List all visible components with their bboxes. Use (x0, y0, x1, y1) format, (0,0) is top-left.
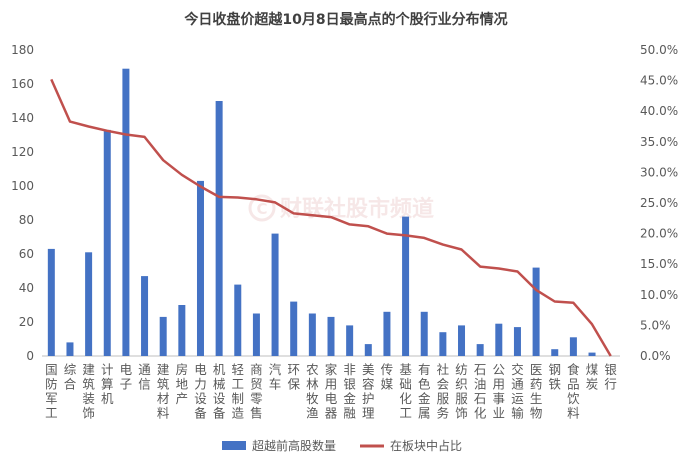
category-label: 煤炭 (586, 362, 599, 392)
category-label: 综合 (64, 362, 77, 392)
category-label: 计算机 (101, 362, 114, 406)
category-label: 家用电器 (325, 362, 338, 421)
category-label: 轻工制造 (232, 362, 245, 421)
y-left-tick-label: 180 (11, 43, 34, 57)
bar (85, 252, 93, 356)
ratio-line (50, 78, 612, 357)
bar (383, 311, 391, 356)
y-right-tick-label: 40.0% (640, 104, 678, 118)
y-right-tick-label: 30.0% (640, 165, 678, 179)
y-right-tick-label: 25.0% (640, 196, 678, 210)
bar (271, 233, 279, 356)
y-left-tick-label: 40 (19, 281, 34, 295)
category-label: 有色金属 (418, 362, 431, 421)
y-right-tick-label: 35.0% (640, 135, 678, 149)
category-label: 食品饮料 (567, 362, 580, 421)
bar (532, 267, 540, 356)
bar (308, 313, 316, 356)
category-label: 交通运输 (511, 362, 524, 421)
bar (458, 325, 466, 356)
bar (513, 327, 521, 356)
bar (495, 323, 503, 356)
category-label: 环保 (287, 362, 300, 392)
bar (47, 248, 55, 356)
category-label: 石油石化 (474, 362, 487, 421)
bar (215, 101, 223, 356)
category-label: 商贸零售 (250, 362, 263, 421)
category-label: 纺织服饰 (455, 362, 468, 421)
category-label: 农林牧渔 (306, 362, 319, 421)
category-label: 公用事业 (493, 362, 506, 421)
y-left-tick-label: 20 (19, 315, 34, 329)
category-label: 医药生物 (530, 362, 543, 421)
bar (439, 332, 447, 356)
category-label: 社会服务 (437, 362, 450, 421)
y-right-tick-label: 45.0% (640, 74, 678, 88)
bar (122, 68, 130, 356)
y-right-tick-label: 20.0% (640, 227, 678, 241)
y-right-tick-label: 5.0% (640, 318, 671, 332)
category-label: 钢铁 (548, 362, 561, 392)
bar (159, 316, 167, 356)
bar (569, 337, 577, 356)
category-label: 机械设备 (213, 362, 226, 421)
category-label: 非银金融 (343, 362, 356, 421)
legend-line-label: 在板块中占比 (390, 438, 462, 453)
y-left-tick-label: 0 (26, 349, 34, 363)
category-label: 电子 (120, 362, 133, 392)
category-label: 房地产 (176, 362, 189, 406)
bar (196, 180, 204, 356)
category-label: 美容护理 (362, 362, 375, 421)
y-left-tick-label: 160 (11, 77, 34, 91)
category-label: 基础化工 (399, 362, 412, 421)
category-label: 建筑材料 (157, 362, 170, 421)
bar (420, 311, 428, 356)
bar (290, 301, 298, 356)
line-layer (50, 78, 612, 357)
bar (252, 313, 260, 356)
y-left-tick-label: 140 (11, 111, 34, 125)
bar (346, 325, 354, 356)
category-label: 国防军工 (45, 362, 58, 421)
y-left-tick-label: 100 (11, 179, 34, 193)
category-label: 通信 (138, 362, 151, 392)
category-label: 电力设备 (194, 362, 207, 421)
chart-title: 今日收盘价超越10月8日最高点的个股行业分布情况 (183, 11, 507, 28)
bar (178, 305, 186, 356)
legend-bar-label: 超越前高股数量 (252, 438, 336, 453)
category-label: 传媒 (381, 362, 394, 392)
y-right-tick-label: 0.0% (640, 349, 671, 363)
y-right-tick-label: 10.0% (640, 288, 678, 302)
y-right-tick-label: 15.0% (640, 257, 678, 271)
bar (234, 284, 242, 356)
bar (103, 129, 111, 356)
bar (551, 349, 559, 356)
legend-bar-swatch (222, 441, 246, 450)
bars-layer (47, 68, 596, 356)
category-labels-layer: 国防军工综合建筑装饰计算机电子通信建筑材料房地产电力设备机械设备轻工制造商贸零售… (45, 362, 617, 421)
y-left-tick-label: 60 (19, 247, 34, 261)
bar (476, 344, 484, 356)
y-left-tick-label: 80 (19, 213, 34, 227)
bar (141, 276, 149, 356)
bar (66, 342, 74, 356)
category-label: 银行 (604, 362, 617, 392)
watermark-text: 财联社股市频道 (280, 196, 434, 222)
bar (588, 352, 596, 356)
bar (402, 216, 410, 356)
y-left-tick-label: 120 (11, 145, 34, 159)
category-label: 建筑装饰 (82, 362, 95, 421)
category-label: 汽车 (269, 362, 282, 392)
bar (327, 316, 335, 356)
bar (364, 344, 372, 356)
y-right-tick-label: 50.0% (640, 43, 678, 57)
svg-text:C: C (256, 200, 267, 218)
legend: 超越前高股数量 在板块中占比 (222, 438, 462, 453)
